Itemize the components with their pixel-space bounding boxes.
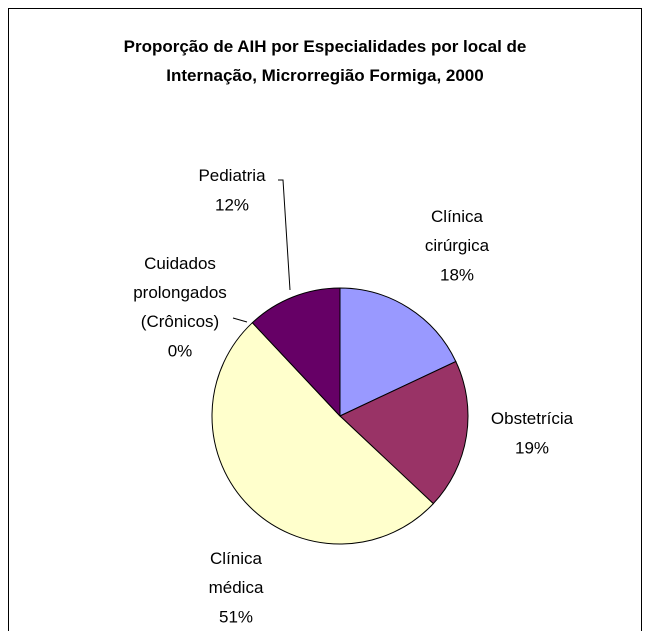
slice-label: Clínica médica <box>209 549 264 597</box>
chart-title: Proporção de AIH por Especialidades por … <box>123 37 527 85</box>
pie-slice <box>211 321 435 545</box>
chart-frame <box>8 8 642 631</box>
value-label: 12% <box>215 195 249 214</box>
value-label: 18% <box>440 265 474 284</box>
leader-line <box>232 317 248 323</box>
value-label: 0% <box>168 341 193 360</box>
slice-label: Cuidados prolongados (Crônicos) <box>133 254 227 331</box>
pie-slice <box>339 360 469 505</box>
slice-label: Pediatria <box>198 166 266 185</box>
slice-label: Obstetrícia <box>491 409 574 428</box>
value-label: 51% <box>219 607 253 626</box>
slice-label: Clínica cirúrgica <box>425 207 490 255</box>
pie-slice <box>339 287 457 417</box>
pie-slice <box>251 287 341 418</box>
leader-line <box>278 179 291 291</box>
value-label: 19% <box>515 438 549 457</box>
